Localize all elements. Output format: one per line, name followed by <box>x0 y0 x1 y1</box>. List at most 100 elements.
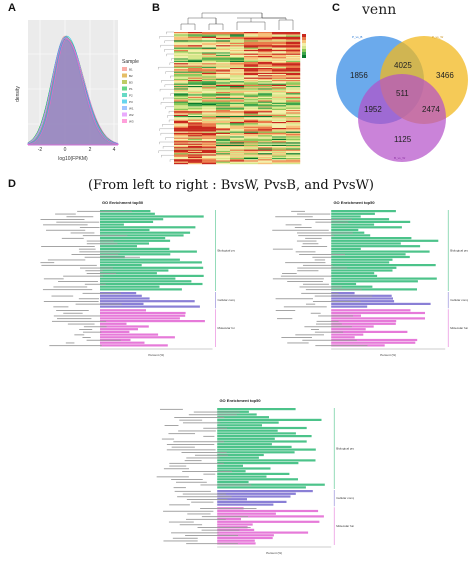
heatmap-cell <box>230 99 245 101</box>
heatmap-cell <box>202 77 217 79</box>
heatmap-cell <box>174 140 189 142</box>
heatmap-cell <box>230 161 245 163</box>
density-curve-W3 <box>27 38 119 146</box>
legend-label: P3 <box>129 100 133 104</box>
heatmap-cell <box>216 125 231 127</box>
heatmap-cell <box>230 122 245 124</box>
heatmap-cell <box>216 119 231 121</box>
heatmap-cell <box>188 81 203 83</box>
go-term-label <box>173 487 186 489</box>
go-term-label <box>294 227 312 228</box>
heatmap-cell <box>174 161 189 163</box>
heatmap-cell <box>216 159 231 161</box>
heatmap-cell <box>216 84 231 87</box>
heatmap-cell <box>244 59 259 61</box>
go-term-label <box>302 339 357 341</box>
go-term-label <box>287 281 323 282</box>
heatmap-cell <box>174 105 189 107</box>
heatmap-cell <box>188 72 203 75</box>
heatmap-cell <box>174 35 189 37</box>
heatmap-cell <box>230 44 245 46</box>
heatmap-cell <box>244 89 259 91</box>
heatmap-cell <box>202 147 217 149</box>
heatmap-cell <box>258 147 273 149</box>
go-term-label <box>41 264 97 266</box>
heatmap-cell <box>286 142 301 144</box>
heatmap-cell <box>258 90 273 93</box>
heatmap-cell <box>188 113 203 115</box>
go-bar <box>100 330 130 333</box>
heatmap-cell <box>174 160 189 162</box>
heatmap-cell <box>188 94 203 96</box>
heatmap-cell <box>258 146 273 148</box>
go-term-label <box>296 240 317 242</box>
legend-swatch <box>122 67 127 71</box>
dendrogram-branch <box>164 49 174 52</box>
go-bar <box>331 239 439 242</box>
heatmap-cell <box>174 56 189 58</box>
heatmap-cell <box>272 149 287 151</box>
panel-label-a: A <box>8 2 16 14</box>
go-bar <box>100 258 180 261</box>
venn-only-a: 1856 <box>350 71 368 80</box>
colorbar-step <box>302 40 306 43</box>
dendrogram-branch <box>166 53 174 57</box>
heatmap-cell <box>286 53 301 55</box>
heatmap-cell <box>202 45 217 47</box>
heatmap-cell <box>188 98 203 100</box>
heatmap-cell <box>258 51 273 53</box>
heatmap-cell <box>272 88 287 90</box>
heatmap-cell <box>286 84 301 87</box>
heatmap-cell <box>174 54 189 57</box>
heatmap-cell <box>174 136 189 138</box>
go-term-label <box>305 237 322 239</box>
go-term-label <box>171 532 219 534</box>
heatmap-cell <box>286 153 301 155</box>
dendrogram-branch <box>168 111 174 114</box>
heatmap-cell <box>244 66 259 69</box>
heatmap-cell <box>258 114 273 117</box>
go-bar <box>217 453 264 457</box>
heatmap-cell <box>244 162 259 165</box>
heatmap-cell <box>286 63 301 65</box>
heatmap-cell <box>216 113 231 115</box>
heatmap-cell <box>216 137 231 139</box>
legend-swatch <box>122 112 127 117</box>
heatmap-cell <box>230 148 245 150</box>
heatmap-cell <box>272 82 287 84</box>
go-bar <box>100 231 191 234</box>
heatmap-cell <box>230 78 245 81</box>
go-bar <box>100 274 204 277</box>
heatmap-cell <box>272 60 287 63</box>
heatmap-cell <box>286 108 301 111</box>
heatmap-cell <box>202 159 217 161</box>
go-bar <box>217 503 274 506</box>
heatmap-cell <box>188 161 203 163</box>
dendrogram-branch <box>164 84 174 87</box>
go-bar <box>100 341 145 344</box>
heatmap-cell <box>188 54 203 57</box>
go-term-label <box>203 435 215 437</box>
go-term-label <box>169 465 187 467</box>
heatmap-cell <box>258 137 273 139</box>
go-term-label <box>182 422 221 424</box>
go-bar <box>331 226 402 229</box>
heatmap-cell <box>230 119 245 121</box>
go-bar <box>100 272 157 275</box>
go-term-label <box>79 267 113 269</box>
heatmap-cell <box>272 93 287 95</box>
go-term-label <box>272 248 293 250</box>
go-term-label <box>47 259 86 261</box>
heatmap-cell <box>230 58 245 60</box>
go-term-label <box>43 301 99 302</box>
heatmap-cell <box>244 144 259 147</box>
dendrogram-branch <box>160 45 174 48</box>
heatmap-cell <box>272 51 287 53</box>
heatmap-cell <box>174 72 189 75</box>
heatmap-cell <box>286 138 301 141</box>
heatmap-panel <box>152 10 332 170</box>
heatmap-cell <box>230 105 245 107</box>
heatmap-cell <box>286 146 301 148</box>
go-term-label <box>172 537 198 539</box>
panel-label-b: B <box>152 2 160 14</box>
